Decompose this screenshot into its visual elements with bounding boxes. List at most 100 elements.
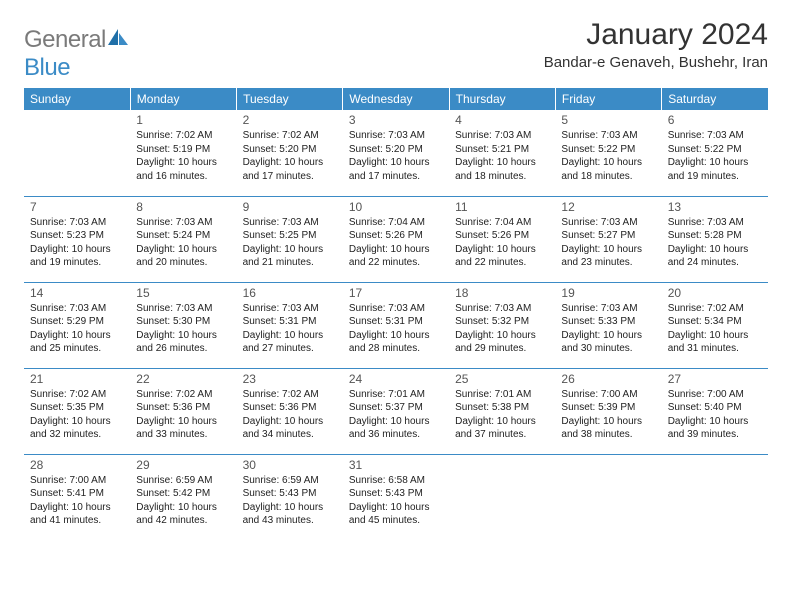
- sunset-line: Sunset: 5:36 PM: [243, 401, 337, 415]
- sunset-line: Sunset: 5:19 PM: [136, 143, 230, 157]
- sunrise-line: Sunrise: 7:03 AM: [668, 216, 762, 230]
- day-number: 3: [349, 112, 443, 128]
- daylight-line: Daylight: 10 hours and 39 minutes.: [668, 415, 762, 442]
- sunset-line: Sunset: 5:28 PM: [668, 229, 762, 243]
- daylight-line: Daylight: 10 hours and 27 minutes.: [243, 329, 337, 356]
- daylight-line: Daylight: 10 hours and 33 minutes.: [136, 415, 230, 442]
- day-number: 2: [243, 112, 337, 128]
- sunrise-line: Sunrise: 7:04 AM: [349, 216, 443, 230]
- calendar-cell: 16Sunrise: 7:03 AMSunset: 5:31 PMDayligh…: [237, 282, 343, 368]
- daylight-line: Daylight: 10 hours and 16 minutes.: [136, 156, 230, 183]
- sunset-line: Sunset: 5:40 PM: [668, 401, 762, 415]
- calendar-cell: 17Sunrise: 7:03 AMSunset: 5:31 PMDayligh…: [343, 282, 449, 368]
- sunset-line: Sunset: 5:41 PM: [30, 487, 124, 501]
- weekday-header: Tuesday: [237, 88, 343, 110]
- calendar-cell: 21Sunrise: 7:02 AMSunset: 5:35 PMDayligh…: [24, 368, 130, 454]
- sunset-line: Sunset: 5:29 PM: [30, 315, 124, 329]
- sunset-line: Sunset: 5:35 PM: [30, 401, 124, 415]
- brand-logo: GeneralBlue: [24, 18, 130, 82]
- day-number: 18: [455, 285, 549, 301]
- calendar-head: SundayMondayTuesdayWednesdayThursdayFrid…: [24, 88, 768, 110]
- daylight-line: Daylight: 10 hours and 24 minutes.: [668, 243, 762, 270]
- daylight-line: Daylight: 10 hours and 17 minutes.: [349, 156, 443, 183]
- day-number: 16: [243, 285, 337, 301]
- sunset-line: Sunset: 5:33 PM: [561, 315, 655, 329]
- daylight-line: Daylight: 10 hours and 22 minutes.: [455, 243, 549, 270]
- daylight-line: Daylight: 10 hours and 18 minutes.: [561, 156, 655, 183]
- weekday-header: Monday: [130, 88, 236, 110]
- day-number: 12: [561, 199, 655, 215]
- daylight-line: Daylight: 10 hours and 29 minutes.: [455, 329, 549, 356]
- sunset-line: Sunset: 5:32 PM: [455, 315, 549, 329]
- sunrise-line: Sunrise: 7:02 AM: [136, 388, 230, 402]
- sunrise-line: Sunrise: 7:03 AM: [561, 216, 655, 230]
- daylight-line: Daylight: 10 hours and 18 minutes.: [455, 156, 549, 183]
- calendar-cell: 25Sunrise: 7:01 AMSunset: 5:38 PMDayligh…: [449, 368, 555, 454]
- sunset-line: Sunset: 5:30 PM: [136, 315, 230, 329]
- day-number: 24: [349, 371, 443, 387]
- page-title: January 2024: [544, 18, 768, 52]
- calendar-cell-empty: [449, 454, 555, 540]
- day-number: 13: [668, 199, 762, 215]
- sunset-line: Sunset: 5:25 PM: [243, 229, 337, 243]
- calendar-row: 28Sunrise: 7:00 AMSunset: 5:41 PMDayligh…: [24, 454, 768, 540]
- title-block: January 2024 Bandar-e Genaveh, Bushehr, …: [544, 18, 768, 71]
- calendar-cell: 19Sunrise: 7:03 AMSunset: 5:33 PMDayligh…: [555, 282, 661, 368]
- calendar-cell: 31Sunrise: 6:58 AMSunset: 5:43 PMDayligh…: [343, 454, 449, 540]
- daylight-line: Daylight: 10 hours and 19 minutes.: [668, 156, 762, 183]
- calendar-cell: 2Sunrise: 7:02 AMSunset: 5:20 PMDaylight…: [237, 110, 343, 196]
- daylight-line: Daylight: 10 hours and 21 minutes.: [243, 243, 337, 270]
- sail-icon: [108, 26, 130, 54]
- calendar-cell: 4Sunrise: 7:03 AMSunset: 5:21 PMDaylight…: [449, 110, 555, 196]
- daylight-line: Daylight: 10 hours and 41 minutes.: [30, 501, 124, 528]
- sunset-line: Sunset: 5:31 PM: [349, 315, 443, 329]
- sunrise-line: Sunrise: 7:02 AM: [30, 388, 124, 402]
- daylight-line: Daylight: 10 hours and 20 minutes.: [136, 243, 230, 270]
- sunset-line: Sunset: 5:21 PM: [455, 143, 549, 157]
- calendar-cell: 6Sunrise: 7:03 AMSunset: 5:22 PMDaylight…: [662, 110, 768, 196]
- calendar-cell: 24Sunrise: 7:01 AMSunset: 5:37 PMDayligh…: [343, 368, 449, 454]
- sunrise-line: Sunrise: 7:03 AM: [561, 129, 655, 143]
- calendar-body: 1Sunrise: 7:02 AMSunset: 5:19 PMDaylight…: [24, 110, 768, 540]
- day-number: 11: [455, 199, 549, 215]
- daylight-line: Daylight: 10 hours and 26 minutes.: [136, 329, 230, 356]
- sunrise-line: Sunrise: 6:59 AM: [136, 474, 230, 488]
- daylight-line: Daylight: 10 hours and 19 minutes.: [30, 243, 124, 270]
- day-number: 4: [455, 112, 549, 128]
- daylight-line: Daylight: 10 hours and 32 minutes.: [30, 415, 124, 442]
- sunrise-line: Sunrise: 7:01 AM: [455, 388, 549, 402]
- daylight-line: Daylight: 10 hours and 17 minutes.: [243, 156, 337, 183]
- header: GeneralBlue January 2024 Bandar-e Genave…: [24, 18, 768, 82]
- sunrise-line: Sunrise: 7:03 AM: [243, 216, 337, 230]
- calendar-cell: 9Sunrise: 7:03 AMSunset: 5:25 PMDaylight…: [237, 196, 343, 282]
- calendar-cell: 8Sunrise: 7:03 AMSunset: 5:24 PMDaylight…: [130, 196, 236, 282]
- sunrise-line: Sunrise: 7:03 AM: [561, 302, 655, 316]
- sunset-line: Sunset: 5:34 PM: [668, 315, 762, 329]
- day-number: 10: [349, 199, 443, 215]
- daylight-line: Daylight: 10 hours and 28 minutes.: [349, 329, 443, 356]
- calendar-cell: 15Sunrise: 7:03 AMSunset: 5:30 PMDayligh…: [130, 282, 236, 368]
- sunrise-line: Sunrise: 7:00 AM: [30, 474, 124, 488]
- day-number: 15: [136, 285, 230, 301]
- sunset-line: Sunset: 5:20 PM: [349, 143, 443, 157]
- calendar-cell: 13Sunrise: 7:03 AMSunset: 5:28 PMDayligh…: [662, 196, 768, 282]
- weekday-header: Wednesday: [343, 88, 449, 110]
- sunset-line: Sunset: 5:42 PM: [136, 487, 230, 501]
- daylight-line: Daylight: 10 hours and 42 minutes.: [136, 501, 230, 528]
- calendar-cell: 18Sunrise: 7:03 AMSunset: 5:32 PMDayligh…: [449, 282, 555, 368]
- sunrise-line: Sunrise: 7:03 AM: [349, 129, 443, 143]
- day-number: 22: [136, 371, 230, 387]
- calendar-cell: 22Sunrise: 7:02 AMSunset: 5:36 PMDayligh…: [130, 368, 236, 454]
- sunrise-line: Sunrise: 7:00 AM: [561, 388, 655, 402]
- sunrise-line: Sunrise: 7:02 AM: [136, 129, 230, 143]
- calendar-cell: 3Sunrise: 7:03 AMSunset: 5:20 PMDaylight…: [343, 110, 449, 196]
- daylight-line: Daylight: 10 hours and 36 minutes.: [349, 415, 443, 442]
- sunrise-line: Sunrise: 7:00 AM: [668, 388, 762, 402]
- calendar-cell: 28Sunrise: 7:00 AMSunset: 5:41 PMDayligh…: [24, 454, 130, 540]
- sunrise-line: Sunrise: 7:03 AM: [136, 302, 230, 316]
- sunrise-line: Sunrise: 7:03 AM: [30, 216, 124, 230]
- daylight-line: Daylight: 10 hours and 37 minutes.: [455, 415, 549, 442]
- sunrise-line: Sunrise: 7:03 AM: [243, 302, 337, 316]
- calendar-cell: 11Sunrise: 7:04 AMSunset: 5:26 PMDayligh…: [449, 196, 555, 282]
- day-number: 21: [30, 371, 124, 387]
